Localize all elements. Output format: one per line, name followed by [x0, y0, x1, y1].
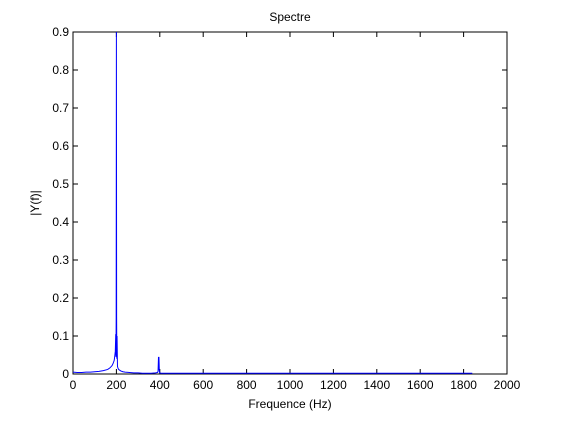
y-tick-label: 0.4 [52, 215, 69, 229]
y-tick-label: 0.9 [52, 25, 69, 39]
x-tick-label: 1000 [277, 378, 304, 392]
y-axis-label: |Y(f)| [28, 190, 42, 216]
spectrum-line [73, 32, 473, 374]
x-tick-label: 2000 [494, 378, 521, 392]
y-tick-label: 0.7 [52, 101, 69, 115]
x-tick-label: 1600 [407, 378, 434, 392]
y-tick-label: 0.6 [52, 139, 69, 153]
x-tick-label: 1200 [320, 378, 347, 392]
y-tick-label: 0.5 [52, 177, 69, 191]
x-tick-label: 200 [106, 378, 126, 392]
y-tick-label: 0.3 [52, 253, 69, 267]
x-tick-label: 0 [70, 378, 77, 392]
x-tick-label: 800 [237, 378, 257, 392]
plot-area [72, 31, 508, 375]
x-axis-label: Frequence (Hz) [248, 397, 331, 411]
x-tick-label: 400 [150, 378, 170, 392]
chart-title: Spectre [269, 10, 311, 24]
x-tick-label: 1800 [450, 378, 477, 392]
y-tick-label: 0.8 [52, 63, 69, 77]
x-tick-label: 600 [193, 378, 213, 392]
x-tick-label: 1400 [363, 378, 390, 392]
y-tick-label: 0 [62, 367, 69, 381]
ticks-group: 0 200 400 600 800 1000 1200 1400 1600 1800 2000 0 0.… [52, 25, 520, 392]
series-group [73, 32, 473, 374]
y-tick-label: 0.2 [52, 291, 69, 305]
y-tick-label: 0.1 [52, 329, 69, 343]
